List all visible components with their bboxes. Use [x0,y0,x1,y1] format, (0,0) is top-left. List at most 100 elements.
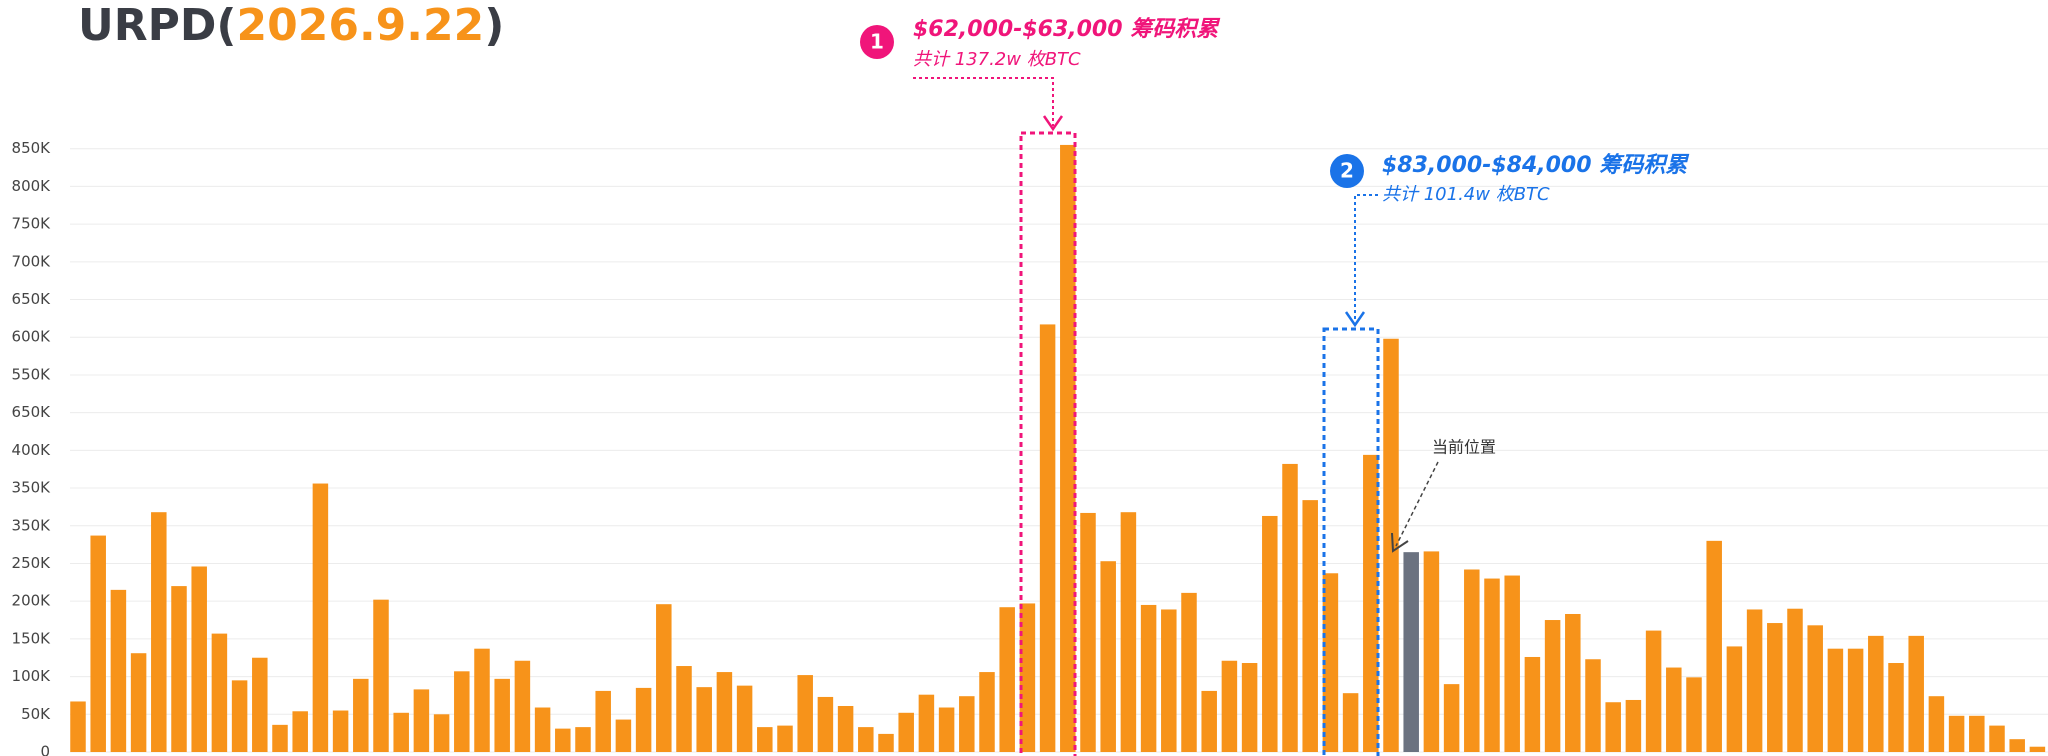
bar [696,687,712,752]
bar [2029,746,2046,752]
bar [70,701,86,752]
bar [413,689,430,752]
bar [1847,648,1864,752]
bar [1221,660,1238,752]
highlight-box [1322,327,1380,756]
bar [1282,463,1298,752]
bar [252,657,268,752]
bar [595,690,611,752]
bar [837,705,854,752]
bar [656,604,672,752]
bar [1585,659,1601,752]
bar [494,678,510,752]
plot-area: 0 50K 100K 150K 200K 250K 350K 350K 400K 650K 550K… [12,139,2048,756]
chart-title: URPD(2026.9.22) [78,0,504,51]
y-tick-label: 650K [12,290,52,308]
bar [979,672,995,752]
bar [918,694,935,752]
bar [716,672,733,752]
bar [1605,702,1621,752]
bar [736,685,753,752]
bar [231,680,248,752]
bar [1080,512,1096,752]
y-tick-label: 650K [12,403,52,421]
bar [1302,500,1318,752]
pointer [1395,461,1439,547]
annotation-subtitle: 共计 101.4w 枚BTC [1382,184,1550,205]
bar [1706,540,1722,752]
bar [474,648,490,752]
bar [1161,609,1177,752]
badge [860,25,894,59]
bar [1464,569,1480,752]
title-text: ) [484,0,504,51]
y-tick-label: 0 [40,743,50,756]
bar [1322,573,1339,752]
bar [1524,656,1541,752]
bar [777,725,793,752]
badge [1330,154,1364,188]
annotation-title: $83,000-$84,000 筹码积累 [1382,152,1690,178]
bar [1120,512,1137,752]
bar [1948,715,1965,752]
bar [1443,684,1460,752]
bar [1746,609,1763,752]
bar [1787,608,1803,752]
bar [575,727,591,752]
y-tick-label: 750K [12,215,52,233]
y-tick-label: 550K [12,365,52,383]
bar [1726,646,1743,752]
bar [635,687,652,752]
bar [211,633,228,752]
bar [1100,561,1116,752]
bar [1645,630,1662,752]
y-tick-label: 350K [12,479,52,497]
bar [353,678,369,752]
y-tick-label: 600K [12,328,52,346]
bar [1625,699,1642,752]
title-date: 2026.9.22 [237,0,485,51]
annotation-2: 2 $83,000-$84,000 筹码积累 共计 101.4w 枚BTC [1322,152,1690,756]
bar [90,535,106,752]
bar [534,707,551,752]
y-tick-label: 800K [12,177,52,195]
bar [615,719,632,752]
bar [1484,578,1500,752]
annotation-subtitle: 共计 137.2w 枚BTC [913,49,1081,70]
bar [393,712,409,752]
annotation-1: 1 $62,000-$63,000 筹码积累 共计 137.2w 枚BTC [860,16,1221,756]
bar [514,660,531,752]
bar [1403,552,1419,752]
bar [1928,696,1945,752]
bar [1019,603,1036,752]
bar [1383,338,1399,752]
bar [858,727,874,752]
arrow-head [1344,311,1366,328]
annotation-current: 当前位置 [1391,438,1496,553]
arrow-head [1042,115,1064,132]
bar [1565,613,1581,752]
bar [797,675,813,752]
bar [1363,454,1379,752]
bar [1342,693,1359,752]
bar [292,711,308,752]
bar [1181,592,1197,752]
annotation-label: 当前位置 [1432,438,1496,457]
y-tick-label: 850K [12,139,52,157]
bar [312,483,329,752]
bar [898,712,914,752]
bar [1262,515,1278,752]
bar [1989,725,2005,752]
annotation-title: $62,000-$63,000 筹码积累 [913,16,1221,42]
y-tick-label: 200K [12,592,52,610]
y-tick-label: 400K [12,441,52,459]
bar [999,607,1015,752]
bar [1423,551,1440,752]
bar [373,599,389,752]
bar [1060,144,1076,752]
bar [130,653,147,752]
bar [454,671,470,752]
bar [878,733,894,752]
bar [1807,625,1823,752]
